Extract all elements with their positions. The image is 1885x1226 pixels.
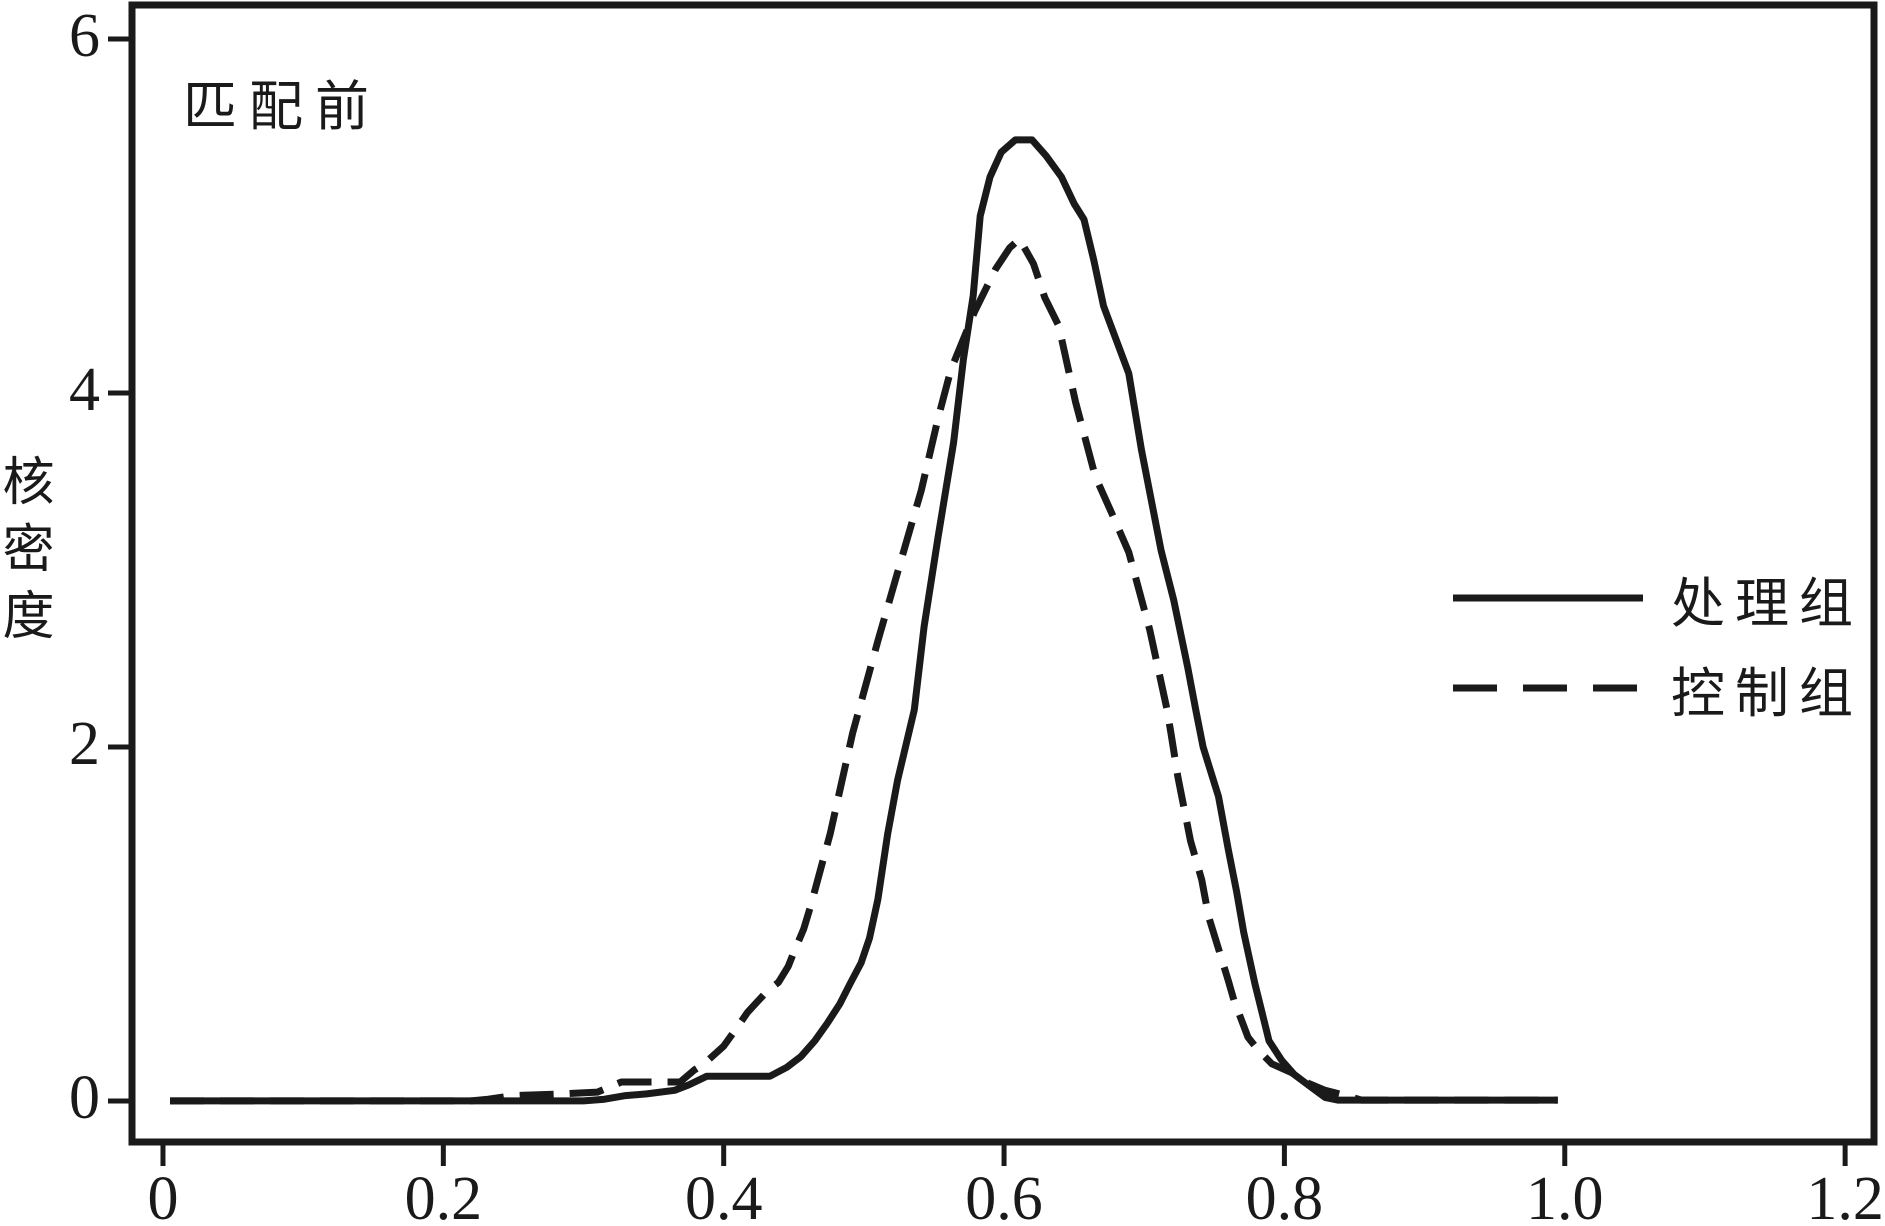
y-tick-label: 2 — [69, 709, 100, 778]
x-tick-label: 0 — [147, 1165, 179, 1226]
y-axis-label: 核密度 — [0, 454, 51, 655]
x-tick-label: 0.2 — [404, 1165, 483, 1226]
legend: 处理组 控制组 — [1450, 571, 1863, 751]
legend-item-treated: 处理组 — [1450, 571, 1863, 634]
dashed-line-swatch — [1453, 684, 1643, 692]
x-tick-label: 0.8 — [1245, 1165, 1324, 1226]
solid-line-swatch — [1453, 594, 1643, 602]
y-tick-label: 4 — [69, 355, 100, 424]
plot-border — [128, 1, 1878, 1146]
x-tick-label: 0.6 — [965, 1165, 1043, 1226]
legend-label-treated: 处理组 — [1671, 573, 1863, 634]
x-tick-label: 1.0 — [1526, 1165, 1604, 1226]
y-tick-label: 6 — [69, 1, 100, 70]
density-curve-solid — [170, 136, 1558, 1105]
density-curve-dashed — [170, 235, 1558, 1105]
legend-item-control: 控制组 — [1450, 661, 1863, 724]
panel-title: 匹配前 — [183, 77, 381, 137]
x-tick-label: 1.2 — [1806, 1165, 1884, 1226]
legend-label-control: 控制组 — [1671, 663, 1863, 724]
y-tick-label: 0 — [69, 1063, 100, 1132]
x-tick-label: 0.4 — [684, 1165, 763, 1226]
